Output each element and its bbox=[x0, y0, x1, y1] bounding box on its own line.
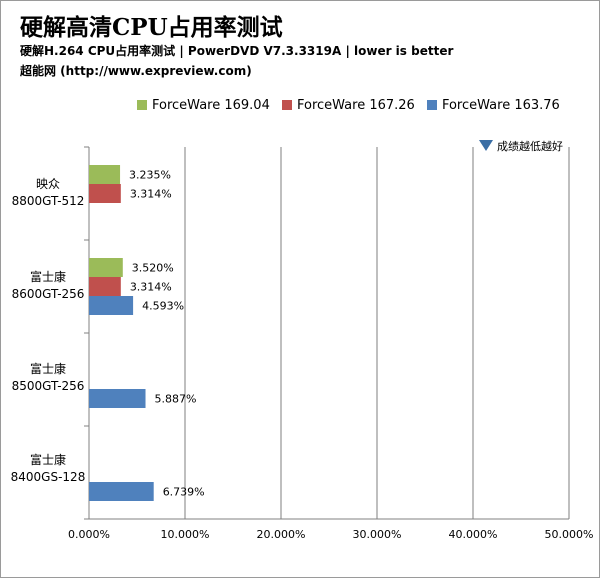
category-model: 8800GT-512 bbox=[11, 194, 85, 208]
chart-subtitle: 硬解H.264 CPU占用率测试 | PowerDVD V7.3.3319A |… bbox=[20, 44, 454, 58]
legend-item-167-26: ForceWare 167.26 bbox=[281, 98, 415, 113]
legend-label: ForceWare 167.26 bbox=[296, 98, 415, 113]
lower-is-better-note: 成绩越低越好 bbox=[479, 138, 563, 154]
bar bbox=[89, 296, 134, 315]
bar bbox=[89, 258, 123, 277]
x-tick-label: 50.000% bbox=[545, 528, 594, 541]
legend-label: ForceWare 163.76 bbox=[441, 98, 560, 113]
bar bbox=[89, 165, 121, 184]
category-label: 映众 8800GT-512 bbox=[4, 176, 92, 210]
category-brand: 富士康 bbox=[29, 453, 66, 467]
x-tick-label: 30.000% bbox=[353, 528, 402, 541]
legend-swatch bbox=[426, 100, 437, 110]
category-brand: 映众 bbox=[35, 177, 60, 191]
x-tick-label: 10.000% bbox=[161, 528, 210, 541]
x-tick-label: 0.000% bbox=[68, 528, 110, 541]
category-brand: 富士康 bbox=[29, 362, 66, 376]
category-model: 8600GT-256 bbox=[11, 287, 85, 301]
legend-label: ForceWare 169.04 bbox=[152, 98, 270, 113]
category-model: 8400GS-128 bbox=[10, 470, 86, 484]
category-label: 富士康 8400GS-128 bbox=[4, 452, 92, 486]
category-model: 8500GT-256 bbox=[11, 379, 85, 393]
page-title: 硬解高清CPU占用率测试 bbox=[20, 14, 283, 41]
data-label: 3.520% bbox=[132, 262, 174, 275]
x-tick-label: 40.000% bbox=[449, 528, 498, 541]
bar bbox=[89, 184, 121, 203]
data-label: 4.593% bbox=[142, 300, 184, 313]
data-label: 5.887% bbox=[155, 393, 197, 406]
legend-swatch bbox=[281, 100, 292, 110]
category-label: 富士康 8500GT-256 bbox=[4, 361, 92, 395]
data-label: 3.235% bbox=[129, 169, 171, 182]
bar bbox=[89, 277, 121, 296]
category-brand: 富士康 bbox=[29, 270, 66, 284]
bar bbox=[89, 389, 146, 408]
note-text: 成绩越低越好 bbox=[497, 140, 563, 153]
chart-legend: ForceWare 169.04 ForceWare 167.26 ForceW… bbox=[137, 98, 568, 113]
legend-item-169-04: ForceWare 169.04 bbox=[137, 98, 270, 113]
legend-item-163-76: ForceWare 163.76 bbox=[426, 98, 560, 113]
source-credit: 超能网 (http://www.expreview.com) bbox=[20, 64, 252, 78]
down-triangle-icon bbox=[479, 140, 493, 151]
data-label: 3.314% bbox=[130, 281, 172, 294]
data-label: 3.314% bbox=[130, 188, 172, 201]
data-label: 6.739% bbox=[163, 486, 205, 499]
legend-swatch bbox=[137, 100, 147, 110]
bar bbox=[89, 482, 154, 501]
category-label: 富士康 8600GT-256 bbox=[4, 269, 92, 303]
x-tick-label: 20.000% bbox=[257, 528, 306, 541]
